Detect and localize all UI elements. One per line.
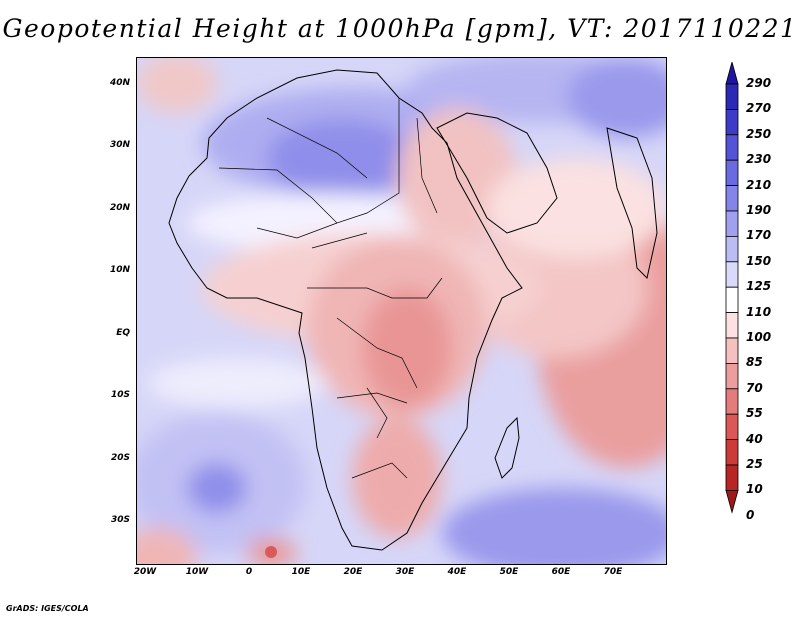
colorbar-bottom-arrow [725, 489, 739, 514]
grads-credit: GrADS: IGES/COLA [6, 604, 89, 613]
lat-label-20s: 20S [110, 453, 130, 463]
lat-label-40n: 40N [109, 78, 130, 88]
colorbar-level-label: 10 [746, 482, 763, 497]
lon-label-0: 0 [245, 567, 253, 577]
madagascar-coastline [494, 416, 520, 479]
lat-label-30n: 30N [109, 140, 130, 150]
colorbar-swatch [725, 159, 739, 186]
colorbar-swatch [725, 337, 739, 364]
colorbar-swatch [725, 134, 739, 161]
lat-label-eq: EQ [116, 328, 130, 338]
colorbar-swatch [725, 312, 739, 339]
colorbar-level-label: 150 [746, 253, 772, 268]
colorbar-level-label: 125 [746, 279, 772, 294]
colorbar-swatch [725, 413, 739, 441]
lon-label-40e: 40E [447, 567, 467, 577]
low-center [265, 546, 277, 558]
lon-label-10e: 10E [291, 567, 311, 577]
geopotential-field-map [137, 58, 666, 564]
colorbar-top-arrow [725, 62, 739, 85]
colorbar [725, 62, 739, 514]
colorbar-swatch [725, 109, 739, 136]
map-title: Geopotential Height at 1000hPa [gpm], VT… [2, 14, 798, 43]
colorbar-swatch [725, 235, 739, 263]
colorbar-level-label: 250 [746, 126, 772, 141]
colorbar-level-label: 40 [746, 431, 763, 446]
colorbar-level-label: 210 [746, 177, 772, 192]
colorbar-level-label: 190 [746, 203, 772, 217]
lat-label-10n: 10N [109, 265, 130, 275]
colorbar-swatch [725, 439, 739, 466]
lon-label-50e: 50E [499, 567, 519, 577]
colorbar-level-label: 70 [746, 380, 763, 395]
lon-label-20e: 20E [343, 567, 363, 577]
colorbar-level-label: 55 [746, 406, 763, 421]
lat-label-30s: 30S [110, 515, 130, 525]
lat-label-20n: 20N [109, 203, 130, 213]
colorbar-swatch [725, 464, 739, 491]
colorbar-swatch [725, 185, 739, 212]
colorbar-level-label: 170 [746, 228, 772, 243]
colorbar-swatch [725, 362, 739, 390]
colorbar-swatch [725, 210, 739, 237]
colorbar-swatch [725, 388, 739, 415]
colorbar-swatch [725, 286, 739, 313]
lon-label-70e: 70E [603, 567, 623, 577]
colorbar-swatch [725, 83, 739, 110]
colorbar-level-label: 270 [746, 101, 772, 116]
lat-label-10s: 10S [110, 390, 130, 400]
arabia-coastline [436, 112, 558, 234]
india-coastline [606, 127, 658, 279]
lon-label-30e: 30E [395, 567, 415, 577]
colorbar-level-label: 0 [746, 507, 755, 522]
lon-label-20w: 20W [133, 567, 157, 577]
colorbar-level-label: 230 [746, 152, 772, 167]
colorbar-level-label: 100 [746, 330, 772, 344]
colorbar-swatch [725, 261, 739, 288]
lon-label-60e: 60E [551, 567, 571, 577]
field-blobs [137, 58, 666, 564]
map-panel [136, 57, 667, 565]
country-borders [218, 98, 443, 479]
colorbar-level-label: 290 [746, 76, 772, 90]
colorbar-level-label: 110 [746, 304, 772, 319]
colorbar-level-label: 85 [746, 355, 763, 370]
colorbar-level-label: 25 [746, 457, 763, 471]
lon-label-10w: 10W [185, 567, 209, 577]
africa-coastline [168, 69, 523, 551]
